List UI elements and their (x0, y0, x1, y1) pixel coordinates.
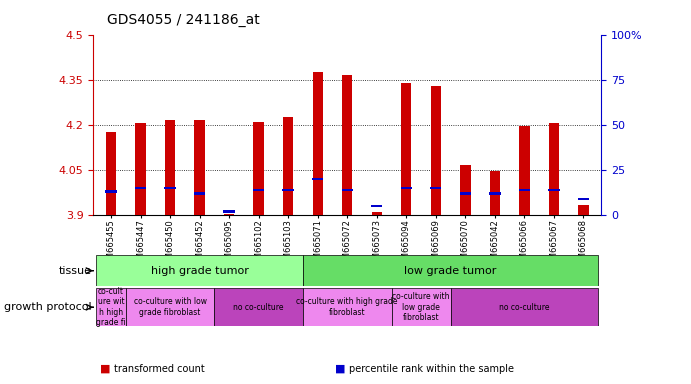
Bar (342, 75, 352, 215)
Text: no co-culture: no co-culture (499, 303, 549, 312)
Bar (460, 166, 471, 215)
Text: co-culture with
low grade
fibroblast: co-culture with low grade fibroblast (392, 292, 450, 322)
Bar (489, 192, 500, 195)
Bar (303, 288, 392, 326)
Bar (96, 288, 126, 326)
Text: growth protocol: growth protocol (4, 302, 92, 312)
Bar (519, 126, 529, 215)
Text: high grade tumor: high grade tumor (151, 266, 249, 276)
Bar (223, 210, 235, 213)
Text: low grade tumor: low grade tumor (404, 266, 497, 276)
Text: no co-culture: no co-culture (234, 303, 284, 312)
Bar (490, 171, 500, 215)
Bar (430, 187, 442, 189)
Text: co-culture with low
grade fibroblast: co-culture with low grade fibroblast (133, 298, 207, 317)
Bar (135, 187, 146, 189)
Bar (283, 117, 294, 215)
Text: ■: ■ (100, 364, 111, 374)
Bar (519, 189, 530, 191)
Bar (372, 212, 382, 215)
Bar (194, 120, 205, 215)
Bar (214, 288, 303, 326)
Bar (548, 189, 560, 191)
Bar (401, 83, 411, 215)
Bar (135, 123, 146, 215)
Bar (164, 187, 176, 189)
Bar (430, 86, 441, 215)
Bar (401, 187, 412, 189)
Text: tissue: tissue (59, 266, 92, 276)
Bar (96, 255, 303, 286)
Text: ■: ■ (335, 364, 346, 374)
Text: GDS4055 / 241186_at: GDS4055 / 241186_at (107, 13, 260, 27)
Bar (371, 205, 382, 207)
Bar (165, 120, 176, 215)
Bar (126, 288, 214, 326)
Bar (105, 190, 117, 193)
Bar (312, 72, 323, 215)
Bar (303, 255, 598, 286)
Bar (254, 122, 264, 215)
Bar (106, 132, 116, 215)
Bar (451, 288, 598, 326)
Bar (194, 192, 205, 195)
Bar (283, 189, 294, 191)
Bar (392, 288, 451, 326)
Bar (460, 192, 471, 195)
Bar (253, 189, 265, 191)
Bar (312, 178, 323, 180)
Text: transformed count: transformed count (114, 364, 205, 374)
Bar (549, 123, 559, 215)
Text: co-culture with high grade
fibroblast: co-culture with high grade fibroblast (296, 298, 398, 317)
Text: percentile rank within the sample: percentile rank within the sample (349, 364, 514, 374)
Bar (578, 198, 589, 200)
Bar (578, 205, 589, 215)
Text: co-cult
ure wit
h high
grade fi: co-cult ure wit h high grade fi (96, 287, 126, 327)
Bar (224, 214, 234, 215)
Bar (341, 189, 353, 191)
